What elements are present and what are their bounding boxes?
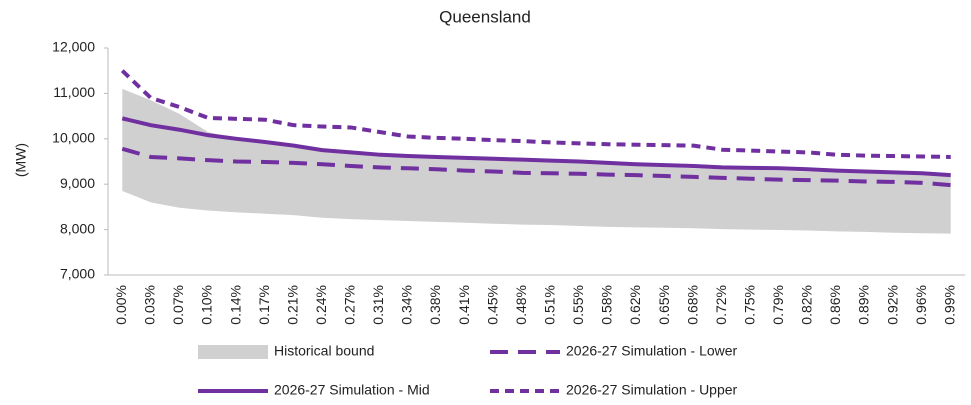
x-tick-label: 0.17% <box>256 285 272 325</box>
y-tick-label: 12,000 <box>52 39 95 55</box>
x-tick-label: 0.51% <box>541 285 557 325</box>
x-tick-label: 0.21% <box>284 285 300 325</box>
legend-swatch <box>198 345 268 359</box>
x-tick-label: 0.62% <box>627 285 643 325</box>
x-tick-label: 0.96% <box>913 285 929 325</box>
x-tick-label: 0.00% <box>113 285 129 325</box>
x-tick-label: 0.07% <box>170 285 186 325</box>
x-tick-label: 0.55% <box>570 285 586 325</box>
y-tick-label: 7,000 <box>60 266 95 282</box>
y-tick-label: 10,000 <box>52 130 95 146</box>
x-tick-label: 0.86% <box>827 285 843 325</box>
series-line <box>120 69 951 159</box>
x-tick-label: 0.38% <box>427 285 443 325</box>
x-tick-label: 0.89% <box>856 285 872 325</box>
x-tick-label: 0.65% <box>656 285 672 325</box>
legend-label: 2026-27 Simulation - Upper <box>566 382 738 398</box>
x-tick-label: 0.10% <box>199 285 215 325</box>
y-axis-label: (MW) <box>13 143 29 177</box>
legend-label: Historical bound <box>274 343 374 359</box>
x-tick-label: 0.03% <box>142 285 158 325</box>
y-tick-label: 11,000 <box>53 84 95 100</box>
x-tick-label: 0.27% <box>342 285 358 325</box>
x-tick-label: 0.45% <box>484 285 500 325</box>
x-tick-label: 0.41% <box>456 285 472 325</box>
x-tick-label: 0.24% <box>313 285 329 325</box>
x-tick-label: 0.99% <box>941 285 957 325</box>
y-tick-label: 9,000 <box>60 175 95 191</box>
chart-title: Queensland <box>439 7 531 26</box>
x-tick-label: 0.48% <box>513 285 529 325</box>
legend-label: 2026-27 Simulation - Mid <box>274 382 430 398</box>
x-tick-label: 0.75% <box>741 285 757 325</box>
x-tick-label: 0.72% <box>713 285 729 325</box>
legend-label: 2026-27 Simulation - Lower <box>566 343 738 359</box>
x-tick-label: 0.31% <box>370 285 386 325</box>
y-tick-label: 8,000 <box>60 220 95 236</box>
x-tick-label: 0.14% <box>227 285 243 325</box>
x-tick-label: 0.82% <box>799 285 815 325</box>
x-tick-label: 0.79% <box>770 285 786 325</box>
x-tick-label: 0.58% <box>599 285 615 325</box>
x-tick-label: 0.68% <box>684 285 700 325</box>
x-tick-label: 0.34% <box>399 285 415 325</box>
x-tick-label: 0.92% <box>884 285 900 325</box>
series-line <box>121 116 951 178</box>
